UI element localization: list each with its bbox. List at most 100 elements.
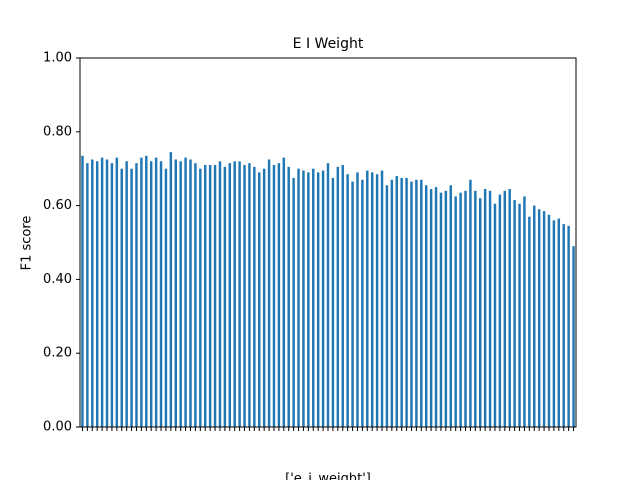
bar xyxy=(429,188,433,427)
bar xyxy=(552,220,556,427)
bar xyxy=(434,187,438,427)
bar xyxy=(292,177,295,427)
bar xyxy=(140,157,143,427)
bar xyxy=(272,165,276,427)
bar xyxy=(95,161,99,427)
bar xyxy=(523,196,526,427)
bar xyxy=(189,159,192,427)
x-axis-label: ['e_i_weight'] xyxy=(285,472,371,481)
bar xyxy=(464,190,467,427)
bar xyxy=(488,190,492,427)
bar xyxy=(105,159,109,427)
bar xyxy=(238,161,241,427)
bar xyxy=(454,196,457,427)
y-tick-label: 0.20 xyxy=(43,346,72,361)
bar xyxy=(154,157,158,427)
bar xyxy=(528,216,531,427)
bar xyxy=(297,168,300,427)
bar xyxy=(248,163,251,428)
bar xyxy=(228,163,232,428)
bar xyxy=(115,157,119,427)
bar xyxy=(547,214,551,427)
bar xyxy=(174,159,177,427)
bar xyxy=(469,179,472,427)
bar xyxy=(81,155,84,427)
bar xyxy=(356,172,359,427)
bar xyxy=(258,172,261,427)
bar xyxy=(380,170,384,428)
bar xyxy=(125,161,128,427)
bar xyxy=(366,170,369,428)
bar xyxy=(424,185,428,427)
bar xyxy=(267,159,271,427)
bar xyxy=(479,198,482,427)
bar xyxy=(145,155,148,427)
bar xyxy=(204,165,207,427)
bar xyxy=(533,205,536,427)
bar xyxy=(537,209,541,427)
bar xyxy=(243,165,246,427)
bar xyxy=(513,200,516,427)
bar xyxy=(400,177,403,427)
bar xyxy=(375,174,379,427)
bar xyxy=(503,190,507,427)
bar xyxy=(420,179,423,427)
bar xyxy=(567,225,570,427)
bar xyxy=(346,174,349,427)
bar xyxy=(253,166,256,428)
y-tick-label: 1.00 xyxy=(43,51,72,66)
bar xyxy=(307,172,310,427)
bar xyxy=(405,177,408,427)
bar xyxy=(395,176,398,427)
bar xyxy=(164,168,168,427)
bar xyxy=(110,163,114,428)
bar xyxy=(562,224,565,427)
chart-title: E I Weight xyxy=(293,36,364,52)
y-tick-label: 0.40 xyxy=(43,272,72,287)
y-tick-label: 0.60 xyxy=(43,198,72,213)
plot-frame xyxy=(79,57,577,428)
bar xyxy=(557,218,561,427)
bar xyxy=(312,168,315,427)
bar xyxy=(321,170,325,428)
bar xyxy=(449,185,452,427)
y-tick-label: 0.00 xyxy=(43,420,72,435)
bar xyxy=(361,179,364,427)
bar xyxy=(385,185,389,427)
bar xyxy=(135,163,138,428)
bar xyxy=(262,168,266,427)
bar xyxy=(316,172,320,427)
y-tick-label: 0.80 xyxy=(43,124,72,139)
bar xyxy=(91,159,94,427)
bar xyxy=(179,161,182,427)
bar xyxy=(444,190,448,427)
bar xyxy=(493,203,497,427)
bar xyxy=(410,181,413,427)
bar xyxy=(572,246,575,427)
bar xyxy=(213,165,217,427)
bar xyxy=(542,211,546,427)
bar xyxy=(351,181,354,427)
bar xyxy=(415,179,418,427)
y-axis-label: F1 score xyxy=(20,216,35,271)
bar xyxy=(336,166,340,428)
bar xyxy=(184,157,187,427)
bar xyxy=(370,172,374,427)
bar xyxy=(390,179,394,427)
bar xyxy=(459,192,462,427)
bar xyxy=(130,168,133,427)
bar xyxy=(169,152,173,427)
bar xyxy=(508,188,511,427)
bar xyxy=(439,192,443,427)
bar xyxy=(474,190,477,427)
bar xyxy=(194,163,197,428)
bar xyxy=(233,161,236,427)
bar xyxy=(86,163,89,428)
bar xyxy=(302,170,305,428)
bar xyxy=(518,203,521,427)
bar xyxy=(331,177,335,427)
bar xyxy=(199,168,202,427)
bar xyxy=(277,163,281,428)
bar xyxy=(483,188,487,427)
